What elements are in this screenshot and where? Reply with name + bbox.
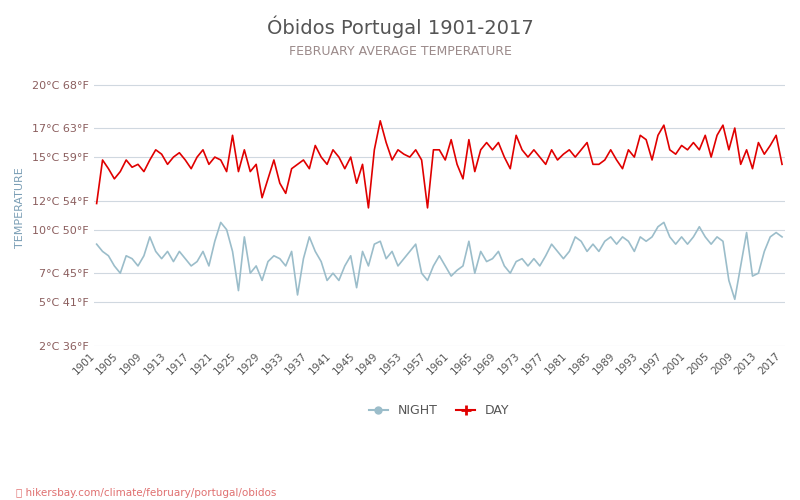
Text: FEBRUARY AVERAGE TEMPERATURE: FEBRUARY AVERAGE TEMPERATURE — [289, 45, 511, 58]
Y-axis label: TEMPERATURE: TEMPERATURE — [15, 168, 25, 248]
Legend: NIGHT, DAY: NIGHT, DAY — [364, 399, 514, 422]
Text: 🔴 hikersbay.com/climate/february/portugal/obidos: 🔴 hikersbay.com/climate/february/portuga… — [16, 488, 276, 498]
Text: Óbidos Portugal 1901-2017: Óbidos Portugal 1901-2017 — [266, 15, 534, 38]
